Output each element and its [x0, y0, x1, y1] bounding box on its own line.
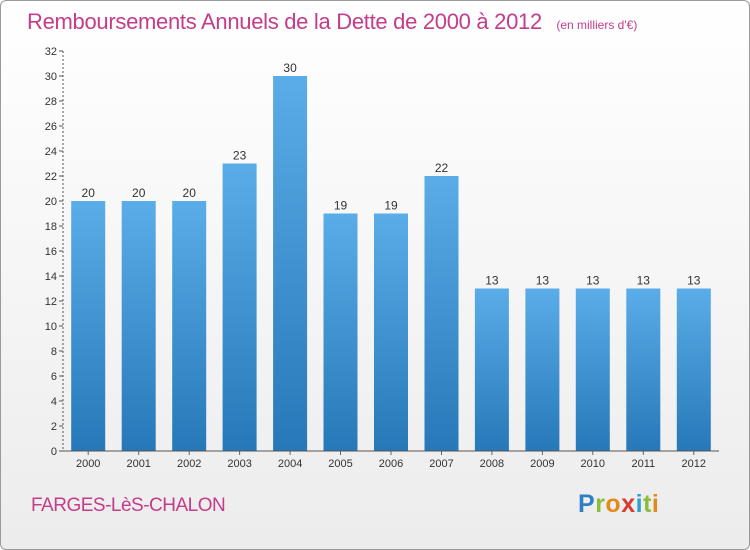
- y-tick-label: 22: [45, 171, 57, 183]
- x-tick-label: 2009: [530, 458, 554, 470]
- y-tick-label: 0: [51, 446, 57, 458]
- x-tick-label: 2010: [581, 458, 605, 470]
- bar: [71, 201, 106, 451]
- bar: [323, 213, 358, 451]
- x-tick-label: 2011: [631, 458, 655, 470]
- x-tick-label: 2003: [227, 458, 251, 470]
- y-tick-label: 18: [45, 221, 57, 233]
- data-label: 19: [334, 199, 348, 213]
- data-label: 23: [233, 149, 247, 163]
- logo-letter: P: [578, 490, 596, 518]
- y-tick-label: 16: [45, 246, 57, 258]
- bar: [474, 288, 509, 451]
- data-label: 13: [586, 274, 600, 288]
- bar: [222, 163, 257, 451]
- y-tick-label: 8: [51, 346, 57, 358]
- logo-letter: x: [621, 490, 636, 518]
- logo-letter: r: [595, 490, 606, 518]
- data-label: 20: [82, 186, 96, 200]
- data-label: 20: [132, 186, 146, 200]
- chart-title: Remboursements Annuels de la Dette de 20…: [27, 9, 637, 35]
- y-tick-label: 30: [45, 71, 57, 83]
- data-label: 13: [637, 274, 651, 288]
- bar: [525, 288, 560, 451]
- x-tick-label: 2005: [328, 458, 352, 470]
- logo-letter: i: [651, 490, 660, 518]
- title-text: Remboursements Annuels de la Dette de 20…: [27, 9, 542, 34]
- data-label: 30: [283, 61, 297, 75]
- y-tick-label: 12: [45, 296, 57, 308]
- x-tick-label: 2002: [177, 458, 201, 470]
- bars-group: [71, 76, 711, 451]
- data-label: 22: [435, 161, 449, 175]
- axes-group: [59, 50, 719, 455]
- y-tick-label: 24: [45, 146, 57, 158]
- x-tick-label: 2000: [76, 458, 100, 470]
- bar: [172, 201, 207, 451]
- bar: [626, 288, 661, 451]
- labels-group: 2020002020012020022320033020041920051920…: [45, 46, 706, 470]
- y-tick-label: 32: [45, 46, 57, 58]
- bar: [424, 176, 459, 451]
- logo-letter: t: [643, 490, 652, 518]
- bar: [374, 213, 408, 451]
- data-label: 13: [536, 274, 550, 288]
- y-tick-label: 2: [51, 421, 57, 433]
- data-label: 20: [183, 186, 197, 200]
- y-tick-label: 26: [45, 121, 57, 133]
- y-tick-label: 10: [45, 321, 57, 333]
- x-tick-label: 2012: [682, 458, 706, 470]
- bar: [273, 76, 308, 451]
- y-tick-label: 28: [45, 96, 57, 108]
- y-tick-label: 20: [45, 196, 57, 208]
- logo-letter: o: [605, 490, 622, 518]
- commune-name: FARGES-LèS-CHALON: [31, 495, 226, 516]
- data-label: 13: [687, 274, 701, 288]
- bar: [575, 288, 610, 451]
- bar: [676, 288, 711, 451]
- logo-letter: i: [635, 490, 644, 518]
- y-tick-label: 14: [45, 271, 57, 283]
- proxiti-logo: Proxiti: [578, 490, 659, 519]
- y-tick-label: 4: [51, 396, 57, 408]
- data-label: 13: [485, 274, 499, 288]
- x-tick-label: 2006: [379, 458, 403, 470]
- x-tick-label: 2004: [278, 458, 302, 470]
- data-label: 19: [384, 199, 398, 213]
- x-tick-label: 2008: [480, 458, 504, 470]
- subtitle-text: (en milliers d'€): [556, 18, 638, 32]
- bar: [121, 201, 156, 451]
- x-tick-label: 2001: [126, 458, 150, 470]
- x-tick-label: 2007: [429, 458, 453, 470]
- y-tick-label: 6: [51, 371, 57, 383]
